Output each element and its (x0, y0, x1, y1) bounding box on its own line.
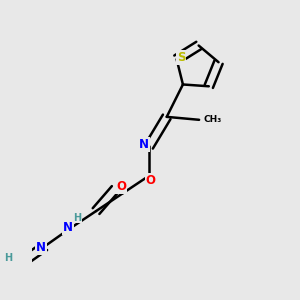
Text: O: O (116, 180, 126, 193)
Text: N: N (139, 138, 149, 151)
Text: N: N (36, 242, 46, 254)
Text: CH₃: CH₃ (203, 115, 222, 124)
Text: O: O (146, 174, 155, 187)
Text: H: H (4, 253, 12, 262)
Text: H: H (73, 213, 81, 223)
Text: N: N (63, 221, 73, 234)
Text: S: S (177, 51, 185, 64)
